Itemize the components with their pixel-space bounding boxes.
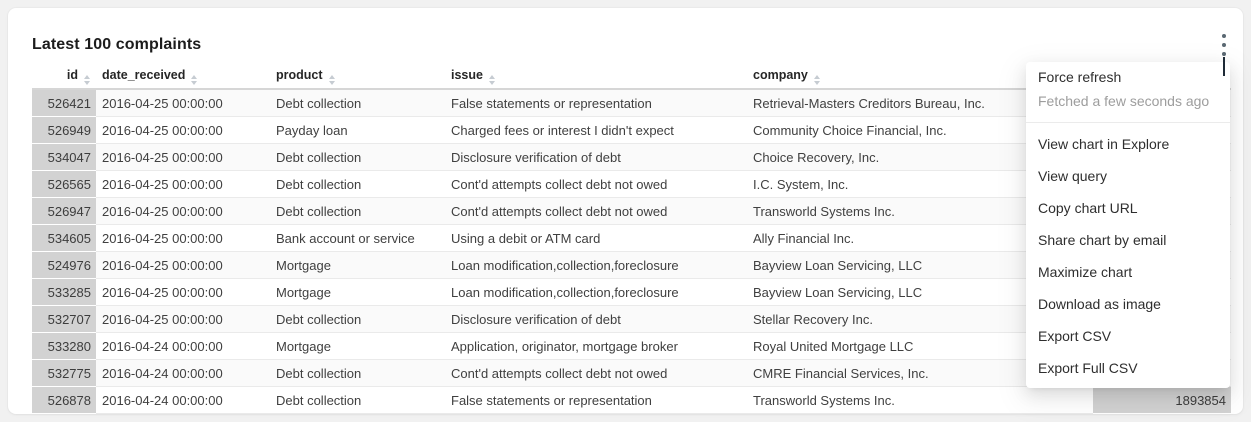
table-cell: Debt collection xyxy=(270,171,445,198)
column-label: date_received xyxy=(102,67,186,82)
chart-options-button[interactable] xyxy=(1216,30,1232,60)
table-cell-id: 526565 xyxy=(32,171,96,198)
chart-context-menu: Force refresh Fetched a few seconds ago … xyxy=(1026,62,1230,388)
table-cell: Mortgage xyxy=(270,279,445,306)
table-header: id date_received product issue company xyxy=(32,64,1231,90)
table-cell: 2016-04-25 00:00:00 xyxy=(96,117,270,144)
menu-list: View chart in Explore View query Copy char… xyxy=(1026,128,1230,384)
refresh-status-text: Fetched a few seconds ago xyxy=(1038,93,1210,109)
column-header-id[interactable]: id xyxy=(32,64,96,90)
table-cell: False statements or representation xyxy=(445,90,747,117)
column-header-issue[interactable]: issue xyxy=(445,64,747,90)
sort-icon xyxy=(488,74,495,85)
sort-icon xyxy=(813,74,820,85)
table-cell-id: 524976 xyxy=(32,252,96,279)
table-cell-id: 526949 xyxy=(32,117,96,144)
table-cell: 2016-04-25 00:00:00 xyxy=(96,90,270,117)
table-cell-id: 532707 xyxy=(32,306,96,333)
table-row: 533285 2016-04-25 00:00:00 Mortgage Loan mo… xyxy=(32,279,1231,306)
table-cell: Debt collection xyxy=(270,360,445,387)
table-cell: Mortgage xyxy=(270,333,445,360)
table-cell: False statements or representation xyxy=(445,387,747,414)
table-cell: Debt collection xyxy=(270,144,445,171)
table-cell: Disclosure verification of debt xyxy=(445,144,747,171)
table-cell: Cont'd attempts collect debt not owed xyxy=(445,360,747,387)
column-label: product xyxy=(276,67,323,82)
table-cell-id: 533280 xyxy=(32,333,96,360)
table-cell: Cont'd attempts collect debt not owed xyxy=(445,171,747,198)
table-cell: Bank account or service xyxy=(270,225,445,252)
table-cell: 2016-04-25 00:00:00 xyxy=(96,252,270,279)
menu-item-view-chart-in-explore[interactable]: View chart in Explore xyxy=(1038,136,1170,152)
table-cell: Payday loan xyxy=(270,117,445,144)
column-header-product[interactable]: product xyxy=(270,64,445,90)
table-cell: Debt collection xyxy=(270,198,445,225)
menu-item-download-as-image[interactable]: Download as image xyxy=(1038,296,1161,312)
table-cell: 2016-04-25 00:00:00 xyxy=(96,144,270,171)
table-cell: Loan modification,collection,foreclosure xyxy=(445,252,747,279)
table-cell: Cont'd attempts collect debt not owed xyxy=(445,198,747,225)
table-cell: 2016-04-25 00:00:00 xyxy=(96,198,270,225)
menu-item-export-full-csv[interactable]: Export Full CSV xyxy=(1038,360,1138,376)
table-cell-id: 526421 xyxy=(32,90,96,117)
table-cell: 2016-04-24 00:00:00 xyxy=(96,387,270,414)
table-cell: Mortgage xyxy=(270,252,445,279)
menu-item-copy-chart-url[interactable]: Copy chart URL xyxy=(1038,200,1138,216)
sort-icon xyxy=(84,74,90,85)
column-header-company[interactable]: company xyxy=(747,64,1093,90)
menu-divider xyxy=(1026,122,1230,123)
table-cell-id: 1893854 xyxy=(1093,387,1231,414)
table-cell: 2016-04-25 00:00:00 xyxy=(96,171,270,198)
menu-item-force-refresh[interactable]: Force refresh Fetched a few seconds ago xyxy=(1026,62,1230,119)
table-cell: 2016-04-25 00:00:00 xyxy=(96,225,270,252)
column-label: company xyxy=(753,67,808,82)
table-cell-id: 526878 xyxy=(32,387,96,414)
table-cell: Charged fees or interest I didn't expect xyxy=(445,117,747,144)
table-cell: Application, originator, mortgage broker xyxy=(445,333,747,360)
sort-icon xyxy=(328,74,335,85)
table-cell: 2016-04-25 00:00:00 xyxy=(96,306,270,333)
table-cell: Using a debit or ATM card xyxy=(445,225,747,252)
table-cell: Disclosure verification of debt xyxy=(445,306,747,333)
more-vertical-icon xyxy=(1222,34,1226,38)
table-cell: Transworld Systems Inc. xyxy=(747,387,1093,414)
table-cell: Debt collection xyxy=(270,90,445,117)
scrollbar-thumb[interactable] xyxy=(1223,57,1225,76)
table-cell-id: 534047 xyxy=(32,144,96,171)
sort-icon xyxy=(191,74,198,85)
table-cell: Loan modification,collection,foreclosure xyxy=(445,279,747,306)
menu-item-view-query[interactable]: View query xyxy=(1038,168,1108,184)
table-cell-id: 533285 xyxy=(32,279,96,306)
table-cell: Debt collection xyxy=(270,306,445,333)
chart-title: Latest 100 complaints xyxy=(32,36,202,53)
column-header-date-received[interactable]: date_received xyxy=(96,64,270,90)
table-cell: 2016-04-24 00:00:00 xyxy=(96,333,270,360)
table-cell: 2016-04-24 00:00:00 xyxy=(96,360,270,387)
column-label: issue xyxy=(451,67,483,82)
table-cell: 2016-04-25 00:00:00 xyxy=(96,279,270,306)
table-row: 532707 2016-04-25 00:00:00 Debt collection… xyxy=(32,306,1231,333)
table-cell-id: 534605 xyxy=(32,225,96,252)
chart-card: Latest 100 complaints id date_received pro… xyxy=(8,8,1243,414)
table-cell-id: 526947 xyxy=(32,198,96,225)
table-row: 534605 2016-04-25 00:00:00 Bank account or… xyxy=(32,225,1231,252)
menu-item-share-chart-by-email[interactable]: Share chart by email xyxy=(1038,232,1167,248)
force-refresh-label: Force refresh xyxy=(1038,69,1122,85)
menu-item-maximize-chart[interactable]: Maximize chart xyxy=(1038,264,1133,280)
table-cell-id: 532775 xyxy=(32,360,96,387)
table-row: 526878 2016-04-24 00:00:00 Debt collection… xyxy=(32,387,1231,414)
column-label: id xyxy=(66,67,78,82)
table-cell: Debt collection xyxy=(270,387,445,414)
menu-item-export-csv[interactable]: Export CSV xyxy=(1038,328,1112,344)
